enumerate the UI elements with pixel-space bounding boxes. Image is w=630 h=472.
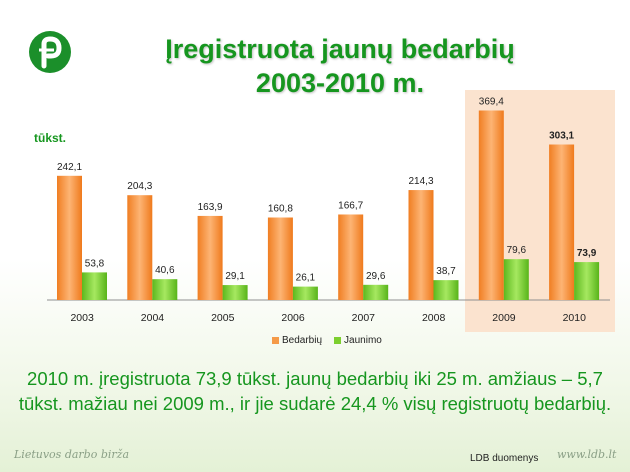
bar-bedarbiu-2007: [338, 214, 364, 300]
legend-item-bedarbiu: Bedarbių: [272, 335, 322, 346]
x-tick-2004: 2004: [141, 312, 165, 324]
bar-bedarbiu-2004: [127, 195, 153, 300]
data-label-jaunimo-2004: 40,6: [155, 265, 175, 276]
bar-bedarbiu-2003: [57, 175, 82, 300]
caption-line-2: tūkst. mažiau nei 2009 m., ir jie sudarė…: [18, 393, 612, 414]
page-title: Įregistruota jaunų bedarbių 2003-2010 m.: [80, 32, 600, 100]
bar-jaunimo-2004: [152, 279, 178, 300]
data-label-bedarbiu-2003: 242,1: [57, 162, 82, 173]
bar-jaunimo-2008: [433, 280, 459, 300]
data-label-jaunimo-2006: 26,1: [296, 273, 316, 284]
caption-line-1: 2010 m. įregistruota 73,9 tūkst. jaunų b…: [27, 368, 603, 389]
data-label-jaunimo-2003: 53,8: [85, 258, 105, 269]
x-tick-2003: 2003: [70, 312, 94, 324]
title-line-2: 2003-2010 m.: [255, 68, 425, 98]
caption: 2010 m. įregistruota 73,9 tūkst. jaunų b…: [0, 366, 630, 416]
legend-swatch-jaunimo: [334, 337, 342, 344]
unit-label: tūkst.: [34, 131, 67, 145]
footer-org: Lietuvos darbo birža: [14, 448, 130, 461]
x-tick-2007: 2007: [352, 312, 376, 324]
legend-label-bedarbiu: Bedarbių: [282, 335, 323, 346]
data-label-bedarbiu-2008: 214,3: [408, 176, 433, 187]
data-label-bedarbiu-2007: 166,7: [338, 200, 363, 211]
data-label-bedarbiu-2009: 369,4: [479, 96, 504, 107]
bar-jaunimo-2007: [363, 284, 389, 300]
bar-jaunimo-2003: [82, 272, 107, 300]
data-label-bedarbiu-2010: 303,1: [549, 131, 574, 142]
footer-source: LDB duomenys: [470, 453, 539, 464]
bar-bedarbiu-2010: [549, 144, 575, 300]
data-label-bedarbiu-2005: 163,9: [198, 202, 223, 213]
x-tick-2009: 2009: [492, 312, 516, 324]
data-label-bedarbiu-2004: 204,3: [127, 181, 152, 192]
bar-jaunimo-2009: [503, 259, 529, 300]
legend: Bedarbių Jaunimo: [272, 335, 382, 346]
data-label-jaunimo-2007: 29,6: [366, 271, 386, 282]
title-line-1: Įregistruota jaunų bedarbių: [165, 34, 515, 64]
legend-swatch-bedarbiu: [272, 337, 279, 344]
legend-label-jaunimo: Jaunimo: [344, 335, 382, 346]
data-label-jaunimo-2009: 79,6: [507, 245, 527, 256]
data-label-bedarbiu-2006: 160,8: [268, 204, 293, 215]
data-label-jaunimo-2008: 38,7: [436, 266, 456, 277]
x-tick-2006: 2006: [281, 312, 305, 324]
bar-bedarbiu-2005: [197, 215, 223, 300]
bar-bedarbiu-2009: [478, 110, 504, 300]
data-label-jaunimo-2005: 29,1: [225, 271, 245, 282]
data-label-jaunimo-2010: 73,9: [577, 248, 597, 259]
ldb-logo-icon: [29, 31, 71, 73]
bar-jaunimo-2010: [574, 262, 600, 300]
bar-jaunimo-2006: [292, 286, 318, 300]
bar-bedarbiu-2008: [408, 190, 434, 300]
footer-url[interactable]: www.ldb.lt: [557, 448, 617, 461]
bar-bedarbiu-2006: [267, 217, 293, 300]
bar-jaunimo-2005: [222, 285, 248, 300]
legend-item-jaunimo: Jaunimo: [334, 335, 382, 346]
x-tick-2005: 2005: [211, 312, 235, 324]
x-tick-2008: 2008: [422, 312, 446, 324]
x-tick-2010: 2010: [563, 312, 587, 324]
